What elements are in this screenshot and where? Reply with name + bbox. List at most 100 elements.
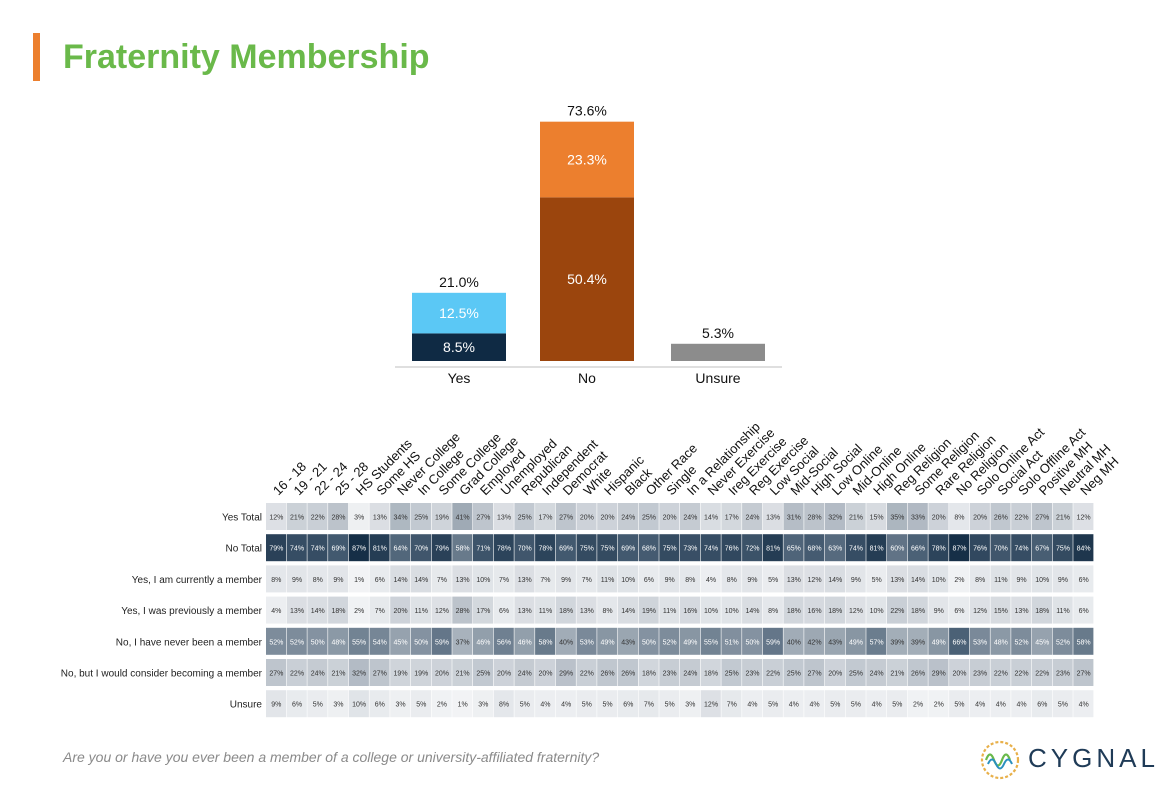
heatmap-cell xyxy=(473,596,494,624)
heatmap-cell-label: 18% xyxy=(559,608,573,615)
heatmap-cell xyxy=(307,503,328,530)
heatmap-cell xyxy=(762,659,783,686)
heatmap-cell-label: 53% xyxy=(973,639,987,646)
heatmap-cell-label: 11% xyxy=(601,577,615,584)
heatmap-cell xyxy=(1052,596,1073,624)
heatmap-cell-label: 49% xyxy=(932,639,946,646)
heatmap-cell-label: 26% xyxy=(621,671,635,678)
heatmap-cell-label: 22% xyxy=(1035,671,1049,678)
heatmap-cell xyxy=(783,596,804,624)
row-label: Yes, I am currently a member xyxy=(132,575,263,586)
heatmap-cell xyxy=(266,690,287,718)
heatmap-cell-label: 9% xyxy=(934,608,944,615)
heatmap-cell-label: 9% xyxy=(851,577,861,584)
heatmap-cell xyxy=(1011,534,1032,562)
heatmap-cell xyxy=(990,503,1011,530)
heatmap-cell xyxy=(348,659,369,686)
heatmap-cell xyxy=(804,596,825,624)
heatmap-cell xyxy=(969,503,990,530)
heatmap-cell xyxy=(307,690,328,718)
heatmap-cell-label: 2% xyxy=(954,577,964,584)
heatmap-cell xyxy=(328,596,349,624)
heatmap-cell-label: 24% xyxy=(683,515,697,522)
heatmap-cell-label: 43% xyxy=(828,639,842,646)
row-label: No Total xyxy=(225,544,262,555)
heatmap-cell-label: 74% xyxy=(311,546,325,553)
heatmap-cell xyxy=(390,627,411,655)
heatmap-cell-label: 35% xyxy=(890,515,904,522)
heatmap-cell xyxy=(514,534,535,562)
heatmap-cell-label: 4% xyxy=(747,702,757,709)
heatmap-cell-label: 24% xyxy=(745,515,759,522)
heatmap-cell-label: 12% xyxy=(1077,515,1091,522)
heatmap-cell-label: 21% xyxy=(331,671,345,678)
heatmap-cell-label: 24% xyxy=(621,515,635,522)
heatmap-cell-label: 7% xyxy=(582,577,592,584)
heatmap-cell xyxy=(493,565,514,593)
row-label: No, I have never been a member xyxy=(116,637,263,648)
heatmap-cell-label: 20% xyxy=(601,515,615,522)
heatmap-cell xyxy=(659,534,680,562)
heatmap-cell xyxy=(866,565,887,593)
heatmap-cell xyxy=(493,503,514,530)
heatmap-cell-label: 6% xyxy=(292,702,302,709)
heatmap-cell xyxy=(473,627,494,655)
heatmap-cell xyxy=(431,534,452,562)
heatmap-cell-label: 26% xyxy=(994,515,1008,522)
heatmap-cell xyxy=(783,534,804,562)
heatmap-cell-label: 68% xyxy=(642,546,656,553)
bar-segment xyxy=(671,343,765,361)
heatmap-cell-label: 3% xyxy=(333,702,343,709)
heatmap-cell-label: 34% xyxy=(394,515,408,522)
heatmap-cell xyxy=(369,627,390,655)
heatmap-cell-label: 23% xyxy=(745,671,759,678)
heatmap-cell xyxy=(824,659,845,686)
heatmap-cell-label: 3% xyxy=(354,515,364,522)
heatmap-cell xyxy=(845,596,866,624)
heatmap-cell xyxy=(452,565,473,593)
heatmap-cell-label: 87% xyxy=(952,546,966,553)
heatmap-cell xyxy=(969,534,990,562)
heatmap-cell-label: 50% xyxy=(745,639,759,646)
heatmap-cell xyxy=(887,659,908,686)
category-label: Yes xyxy=(448,370,471,386)
heatmap-cell-label: 9% xyxy=(1016,577,1026,584)
heatmap-cell xyxy=(804,565,825,593)
heatmap-cell xyxy=(990,565,1011,593)
heatmap-cell-label: 7% xyxy=(375,608,385,615)
heatmap-cell xyxy=(286,627,307,655)
heatmap-cell-label: 9% xyxy=(271,702,281,709)
heatmap-cell xyxy=(700,596,721,624)
heatmap-cell xyxy=(762,690,783,718)
heatmap-cell-label: 81% xyxy=(766,546,780,553)
heatmap-cell-label: 69% xyxy=(331,546,345,553)
heatmap-cell xyxy=(473,565,494,593)
heatmap-cell xyxy=(659,565,680,593)
heatmap-cell-label: 20% xyxy=(973,515,987,522)
heatmap-cell-label: 5% xyxy=(1058,702,1068,709)
heatmap-cell-label: 48% xyxy=(994,639,1008,646)
heatmap-cell xyxy=(555,690,576,718)
heatmap-cell-label: 46% xyxy=(476,639,490,646)
heatmap-cell-label: 75% xyxy=(1056,546,1070,553)
heatmap-cell-label: 81% xyxy=(870,546,884,553)
bar-total-label: 73.6% xyxy=(567,103,607,119)
heatmap-cell-label: 59% xyxy=(435,639,449,646)
heatmap-cell xyxy=(700,690,721,718)
heatmap-cell-label: 19% xyxy=(414,671,428,678)
heatmap-cell xyxy=(1011,503,1032,530)
heatmap-cell xyxy=(949,659,970,686)
heatmap-cell-label: 87% xyxy=(352,546,366,553)
heatmap-cell-label: 81% xyxy=(373,546,387,553)
heatmap-cell xyxy=(783,690,804,718)
heatmap-cell xyxy=(1011,690,1032,718)
heatmap-cell xyxy=(431,659,452,686)
heatmap-cell-label: 8% xyxy=(602,608,612,615)
heatmap-cell-label: 18% xyxy=(911,608,925,615)
heatmap-cell xyxy=(266,627,287,655)
heatmap-cell-label: 19% xyxy=(394,671,408,678)
heatmap-cell-label: 10% xyxy=(704,608,718,615)
heatmap-cell-label: 42% xyxy=(808,639,822,646)
heatmap-cell xyxy=(1011,627,1032,655)
heatmap-cell xyxy=(1073,503,1094,530)
